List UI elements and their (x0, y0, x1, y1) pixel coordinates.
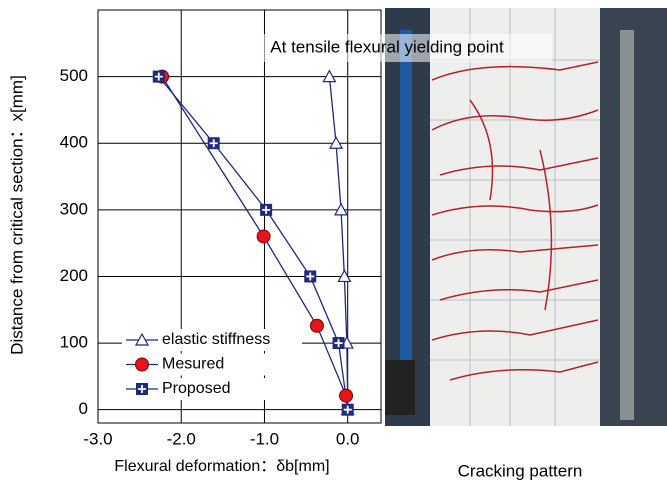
marker-cross (262, 205, 271, 214)
series-line (158, 76, 349, 410)
y-tick-label: 500 (60, 66, 88, 85)
marker (339, 388, 354, 403)
y-tick-label: 0 (79, 399, 88, 418)
legend-background (122, 378, 302, 400)
marker (207, 137, 220, 150)
y-axis-label: Distance from critical section：x[mm] (7, 75, 26, 355)
marker (135, 357, 149, 372)
legend-background (122, 353, 302, 376)
marker (136, 383, 148, 395)
legend-label: Proposed (162, 380, 231, 397)
marker (256, 229, 271, 244)
x-tick-label: 0.0 (336, 429, 360, 448)
marker (304, 270, 317, 283)
caption: Cracking pattern (458, 461, 583, 480)
marker-cross (334, 339, 343, 348)
series-line (161, 76, 347, 396)
legend: elastic stiffness Mesured Proposed (122, 329, 302, 400)
marker (322, 69, 337, 83)
marker-cross (209, 139, 218, 148)
chart-title: At tensile flexural yielding point (270, 37, 504, 56)
marker-cross (138, 385, 146, 393)
marks (152, 69, 355, 416)
x-axis-label: Flexural deformation：δb[mm] (114, 458, 329, 475)
x-tick-label: -3.0 (83, 429, 112, 448)
marker (134, 332, 150, 346)
marker (332, 337, 345, 350)
marker (337, 269, 352, 283)
legend-background (122, 329, 302, 351)
marker-cross (154, 72, 163, 81)
y-tick-label: 300 (60, 199, 88, 218)
marker (341, 403, 354, 416)
series-line (328, 76, 349, 410)
marker (309, 318, 324, 333)
marker-cross (306, 272, 315, 281)
photo (385, 8, 667, 426)
title-background (222, 34, 552, 62)
marker (260, 203, 273, 216)
legend-label: Mesured (162, 356, 224, 373)
legend-label: elastic stiffness (162, 331, 270, 348)
marker (152, 70, 165, 83)
marker (329, 135, 344, 149)
y-tick-label: 200 (60, 266, 88, 285)
x-tick-label: -1.0 (250, 429, 279, 448)
y-tick-label: 400 (60, 133, 88, 152)
y-tick-label: 100 (60, 333, 88, 352)
marker-cross (343, 405, 352, 414)
marker (334, 202, 349, 216)
x-tick-label: -2.0 (167, 429, 196, 448)
